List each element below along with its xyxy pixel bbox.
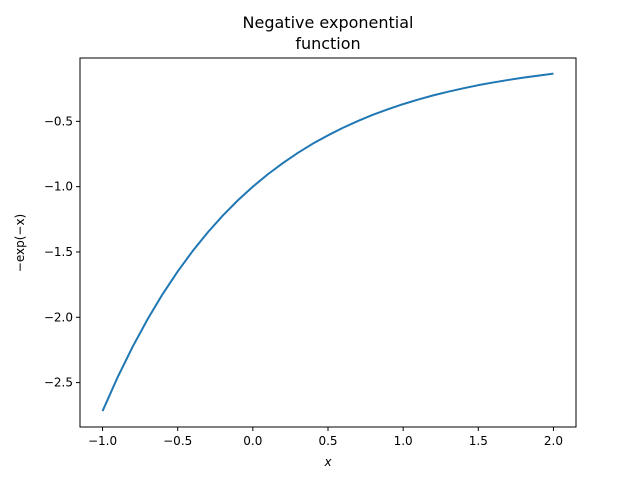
chart-title-line-1: Negative exponential <box>243 13 414 32</box>
x-tick-label: −0.5 <box>163 434 192 448</box>
plot-frame <box>79 57 577 428</box>
x-tick-label: 1.5 <box>469 434 488 448</box>
x-tick-label: 1.0 <box>394 434 413 448</box>
y-tick-label: −1.0 <box>44 180 73 194</box>
chart-title-line-2: function <box>295 34 360 53</box>
chart-title: Negative exponential function <box>243 13 414 53</box>
x-tick-label: 2.0 <box>544 434 563 448</box>
y-tick-label: −2.5 <box>44 376 73 390</box>
x-axis-label: x <box>323 455 332 469</box>
x-tick-label: −1.0 <box>88 434 117 448</box>
x-tick-label: 0.0 <box>243 434 262 448</box>
plot-area <box>101 72 554 412</box>
y-tick-label: −1.5 <box>44 245 73 259</box>
series-line-0 <box>101 72 554 412</box>
y-tick-label: −2.0 <box>44 310 73 324</box>
y-tick-label: −0.5 <box>44 114 73 128</box>
x-tick-label: 0.5 <box>318 434 337 448</box>
y-axis-label: −exp(−x) <box>13 214 27 272</box>
x-axis: −1.0 −0.5 0.0 0.5 1.0 1.5 2.0 <box>88 427 563 448</box>
y-axis: −2.5 −2.0 −1.5 −1.0 −0.5 <box>44 114 80 390</box>
